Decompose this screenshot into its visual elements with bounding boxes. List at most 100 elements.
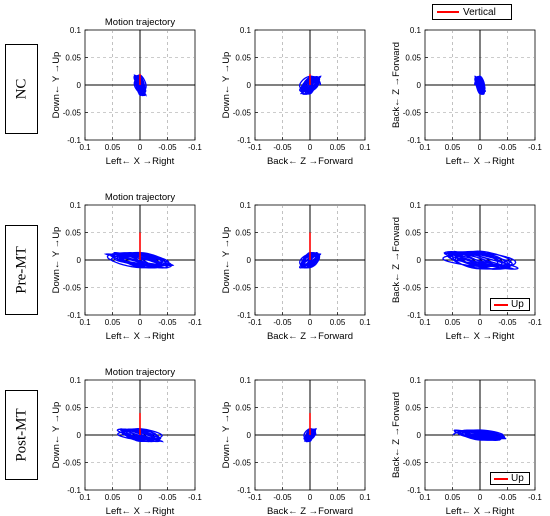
row-label-text: NC [13, 78, 29, 100]
y-tick-label: 0.05 [405, 229, 421, 238]
x-tick-label: 0 [478, 318, 483, 327]
x-tick-label: -0.1 [188, 318, 202, 327]
y-tick-label: -0.1 [67, 311, 81, 320]
y-tick-label: 0.05 [405, 404, 421, 413]
y-tick-label: 0 [247, 81, 252, 90]
y-tick-label: 0.1 [70, 26, 82, 35]
chart-1: 0.1 0.05 0 -0.05 -0.10.10.050-0.05-0.1Left← … [51, 17, 202, 167]
x-tick-label: -0.1 [528, 318, 542, 327]
y-axis-label: Down← Y →Up [221, 52, 232, 119]
legend-swatch [437, 11, 459, 13]
legend-up-pre: Up [490, 298, 530, 311]
x-tick-label: -0.05 [498, 143, 517, 152]
y-tick-label: -0.05 [63, 459, 82, 468]
y-axis-label: Down← Y →Up [51, 402, 62, 469]
y-tick-label: 0.1 [70, 376, 82, 385]
x-tick-label: -0.1 [248, 493, 262, 502]
trajectory-series [103, 251, 175, 269]
chart-4: 0.1 0.05 0 -0.05 -0.10.10.050-0.05-0.1Left← … [51, 192, 202, 342]
legend-label: Vertical [463, 6, 496, 18]
x-axis-label: Left← X →Right [446, 506, 515, 516]
x-axis-label: Left← X →Right [106, 331, 175, 342]
x-tick-label: -0.05 [158, 143, 177, 152]
chart-7: 0.1 0.05 0 -0.05 -0.10.10.050-0.05-0.1Left← … [51, 367, 202, 516]
y-tick-label: 0 [247, 431, 252, 440]
x-tick-label: -0.05 [498, 318, 517, 327]
chart-title: Motion trajectory [105, 17, 175, 28]
x-tick-label: -0.1 [248, 143, 262, 152]
x-tick-label: 0.05 [105, 143, 121, 152]
trajectory-series [452, 429, 507, 441]
x-tick-label: -0.1 [528, 493, 542, 502]
y-tick-label: 0.05 [65, 404, 81, 413]
legend-swatch [494, 303, 508, 306]
legend-vertical: Vertical [432, 4, 512, 20]
x-axis-label: Back← Z →Forward [267, 331, 353, 342]
y-tick-label: 0.05 [235, 229, 251, 238]
x-tick-label: 0.1 [359, 143, 371, 152]
x-axis-label: Left← X →Right [106, 506, 175, 516]
y-tick-label: -0.05 [233, 284, 252, 293]
x-axis-label: Left← X →Right [446, 156, 515, 167]
chart-2: -0.1 -0.05 0 0.05 0.1 0.1 0.05 0 -0.05 -0.1 Back← … [221, 26, 371, 167]
x-tick-label: -0.1 [188, 143, 202, 152]
y-tick-label: 0 [77, 431, 82, 440]
x-tick-label: 0.1 [359, 493, 371, 502]
y-tick-label: 0.05 [235, 54, 251, 63]
chart-title: Motion trajectory [105, 367, 175, 378]
y-tick-label: 0.1 [240, 26, 252, 35]
row-label-nc: NC [5, 44, 38, 134]
x-axis-label: Left← X →Right [106, 156, 175, 167]
x-tick-label: 0.1 [419, 493, 431, 502]
chart-5: -0.1 -0.05 0 0.05 0.1 0.1 0.05 0 -0.05 -0.1 Back← … [221, 201, 371, 342]
y-tick-label: -0.1 [67, 486, 81, 495]
x-tick-label: 0.05 [445, 143, 461, 152]
y-axis-label: Down← Y →Up [51, 52, 62, 119]
y-axis-label: Back← Z →Forward [391, 42, 402, 128]
y-tick-label: -0.05 [63, 284, 82, 293]
x-tick-label: 0.05 [105, 318, 121, 327]
x-tick-label: -0.05 [498, 493, 517, 502]
row-label-post-mt: Post-MT [5, 390, 38, 480]
x-tick-label: -0.05 [273, 318, 292, 327]
x-tick-label: 0.1 [79, 143, 91, 152]
x-tick-label: -0.1 [248, 318, 262, 327]
y-tick-label: -0.05 [233, 459, 252, 468]
x-tick-label: -0.05 [273, 143, 292, 152]
x-tick-label: 0.05 [105, 493, 121, 502]
chart-3: 0.1 0.05 0 -0.05 -0.10.10.050-0.05-0.1Left← … [391, 26, 542, 167]
x-tick-label: 0.05 [330, 493, 346, 502]
row-label-text: Post-MT [13, 408, 29, 462]
row-label-text: Pre-MT [13, 246, 29, 294]
trajectory-series [298, 75, 322, 95]
y-axis-label: Back← Z →Forward [391, 217, 402, 303]
x-tick-label: 0.1 [79, 318, 91, 327]
x-tick-label: -0.05 [158, 318, 177, 327]
x-tick-label: -0.05 [158, 493, 177, 502]
y-tick-label: 0.1 [410, 26, 422, 35]
y-tick-label: 0.1 [240, 376, 252, 385]
x-tick-label: 0 [308, 493, 313, 502]
legend-label: Up [511, 299, 524, 310]
trajectory-series [133, 74, 147, 97]
y-tick-label: -0.05 [403, 109, 422, 118]
y-tick-label: 0.1 [410, 376, 422, 385]
x-tick-label: 0 [138, 493, 143, 502]
y-tick-label: -0.1 [237, 486, 251, 495]
x-tick-label: 0.05 [330, 143, 346, 152]
y-tick-label: 0 [247, 256, 252, 265]
y-tick-label: -0.05 [403, 459, 422, 468]
y-tick-label: 0 [77, 256, 82, 265]
y-tick-label: 0.05 [65, 229, 81, 238]
chart-8: -0.1 -0.05 0 0.05 0.1 0.1 0.05 0 -0.05 -0.1 Back← … [221, 376, 371, 516]
y-axis-label: Down← Y →Up [51, 227, 62, 294]
x-axis-label: Back← Z →Forward [267, 506, 353, 516]
trajectory-series [299, 251, 322, 269]
y-tick-label: -0.1 [407, 486, 421, 495]
x-tick-label: 0 [308, 318, 313, 327]
trajectory-series [116, 428, 165, 443]
y-tick-label: 0 [417, 256, 422, 265]
x-tick-label: 0.05 [445, 318, 461, 327]
y-tick-label: 0 [77, 81, 82, 90]
